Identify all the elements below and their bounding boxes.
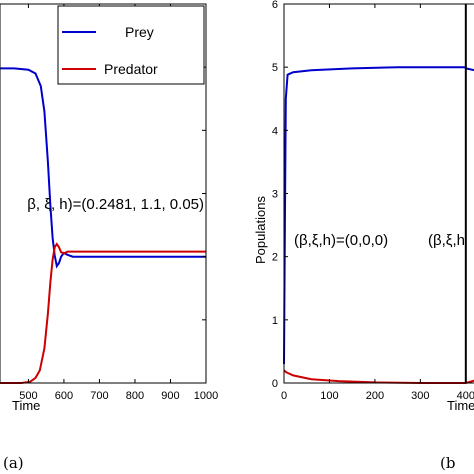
panel-a: 500 600 700 800 900 1000 β, ξ, h)=(0.2481, 1.… (0, 3, 218, 472)
panel-b-annotation-right: (β,ξ,h (428, 232, 465, 249)
panel-b-x-tick-label: 100 (320, 390, 338, 402)
panel-a-x-tick-label: 500 (19, 390, 37, 402)
panel-b-series-prey (283, 66, 474, 365)
panel-b-x-tick-label: 300 (411, 390, 429, 402)
panel-b-y-tick-label: 1 (272, 315, 278, 327)
panel-b: 0 100 200 300 400 0 1 2 3 4 5 6 (β,ξ,h)=(0,0,0) (β… (253, 0, 474, 472)
panel-b-x-axis-title: Time (447, 398, 474, 413)
panel-b-x-ticks: 0 100 200 300 400 (281, 4, 474, 402)
panel-a-series-prey (0, 67, 206, 269)
panel-a-x-tick-label: 1000 (194, 390, 218, 402)
panel-b-x-tick-label: 200 (366, 390, 384, 402)
panel-b-annotation-left: (β,ξ,h)=(0,0,0) (294, 232, 388, 249)
panel-b-y-ticks: 0 1 2 3 4 5 6 (272, 0, 288, 390)
panel-a-label: (a) (3, 454, 24, 472)
panel-b-y-axis-title: Populations (253, 196, 268, 264)
legend-label-predator: Predator (104, 61, 158, 77)
panel-a-x-tick-label: 900 (161, 390, 179, 402)
panel-a-x-ticks: 500 600 700 800 900 1000 (19, 4, 218, 402)
panel-b-y-tick-label: 2 (272, 252, 278, 264)
panel-b-y-tick-label: 4 (272, 125, 278, 137)
legend-label-prey: Prey (125, 24, 154, 40)
panel-a-x-axis-title: Time (12, 398, 40, 413)
panel-a-x-tick-label: 800 (126, 390, 144, 402)
panel-b-series (283, 66, 474, 384)
panel-b-label: (b (440, 454, 455, 472)
panel-b-x-tick-label: 0 (281, 390, 287, 402)
panel-a-x-tick-label: 600 (55, 390, 73, 402)
panel-a-x-tick-label: 700 (90, 390, 108, 402)
panel-b-y-tick-label: 3 (272, 189, 278, 201)
panel-b-y-tick-label: 0 (272, 378, 278, 390)
panel-b-y-tick-label: 6 (272, 0, 278, 11)
panel-a-series-predator (0, 242, 206, 384)
panel-b-frame (283, 3, 474, 384)
panel-b-x-tick-label: 400 (457, 390, 474, 402)
panel-b-y-tick-label: 5 (272, 62, 278, 74)
panel-b-series-predator (283, 369, 474, 384)
panel-a-series (0, 67, 206, 384)
panel-a-legend: Prey Predator (57, 5, 205, 85)
panel-a-annotation: β, ξ, h)=(0.2481, 1.1, 0.05) (27, 196, 204, 213)
legend-box (57, 5, 205, 85)
